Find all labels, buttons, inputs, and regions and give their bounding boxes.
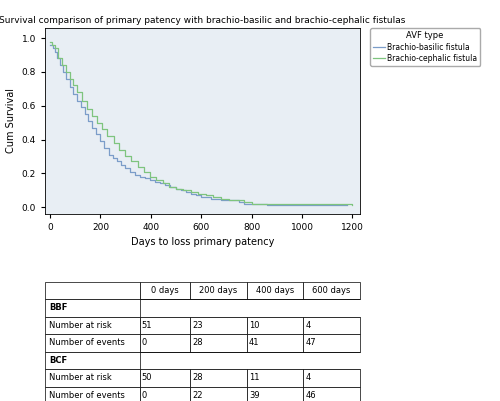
- Brachio-cephalic fistula: [203, 193, 209, 198]
- Brachio-cephalic fistula: [218, 196, 224, 201]
- Brachio-cephalic fistula: [47, 39, 53, 44]
- Brachio-basilic fistula: [97, 139, 103, 144]
- Brachio-basilic fistula: [168, 184, 173, 189]
- Brachio-basilic fistula: [138, 174, 143, 179]
- Brachio-basilic fistula: [66, 85, 72, 89]
- Brachio-basilic fistula: [93, 132, 99, 137]
- Brachio-basilic fistula: [208, 196, 214, 201]
- Brachio-basilic fistula: [142, 176, 148, 181]
- Brachio-cephalic fistula: [172, 186, 178, 191]
- Brachio-cephalic fistula: [195, 191, 201, 196]
- Brachio-cephalic fistula: [59, 63, 65, 68]
- Brachio-cephalic fistula: [141, 169, 147, 174]
- Brachio-cephalic fistula: [248, 201, 254, 206]
- Brachio-cephalic fistula: [350, 203, 356, 208]
- Brachio-cephalic fistula: [80, 98, 86, 103]
- Brachio-basilic fistula: [192, 193, 198, 198]
- Brachio-basilic fistula: [248, 201, 254, 206]
- Brachio-basilic fistula: [122, 166, 128, 171]
- Brachio-cephalic fistula: [122, 154, 128, 159]
- Brachio-basilic fistula: [198, 194, 203, 199]
- Brachio-cephalic fistula: [94, 120, 100, 125]
- Brachio-cephalic fistula: [128, 159, 134, 164]
- Brachio-basilic fistula: [236, 200, 242, 205]
- Brachio-cephalic fistula: [134, 164, 140, 169]
- Brachio-basilic fistula: [74, 98, 80, 103]
- Title: Survival comparison of primary patency with brachio-basilic and brachio-cephalic: Survival comparison of primary patency w…: [0, 16, 406, 24]
- X-axis label: Days to loss primary patency: Days to loss primary patency: [131, 237, 274, 247]
- Brachio-basilic fistula: [118, 162, 124, 167]
- Brachio-basilic fistula: [64, 76, 70, 81]
- Brachio-basilic fistula: [106, 152, 112, 157]
- Brachio-cephalic fistula: [90, 113, 96, 118]
- Brachio-basilic fistula: [78, 105, 84, 110]
- Brachio-cephalic fistula: [166, 184, 172, 189]
- Brachio-cephalic fistula: [180, 188, 186, 192]
- Brachio-cephalic fistula: [234, 198, 239, 203]
- Brachio-basilic fistula: [82, 112, 88, 117]
- Brachio-basilic fistula: [344, 203, 350, 208]
- Brachio-basilic fistula: [228, 198, 234, 203]
- Line: Brachio-cephalic fistula: Brachio-cephalic fistula: [50, 42, 352, 205]
- Brachio-basilic fistula: [148, 178, 154, 182]
- Brachio-basilic fistula: [47, 43, 53, 47]
- Brachio-cephalic fistula: [116, 147, 121, 152]
- Brachio-basilic fistula: [114, 159, 120, 164]
- Brachio-cephalic fistula: [100, 127, 105, 132]
- Brachio-basilic fistula: [70, 91, 76, 96]
- Brachio-basilic fistula: [158, 181, 164, 186]
- Brachio-cephalic fistula: [62, 70, 68, 75]
- Brachio-basilic fistula: [90, 125, 96, 130]
- Brachio-basilic fistula: [54, 56, 60, 61]
- Legend: Brachio-basilic fistula, Brachio-cephalic fistula: Brachio-basilic fistula, Brachio-cephali…: [370, 28, 480, 66]
- Brachio-basilic fistula: [60, 70, 66, 75]
- Brachio-cephalic fistula: [210, 194, 216, 199]
- Brachio-cephalic fistula: [66, 76, 72, 81]
- Line: Brachio-basilic fistula: Brachio-basilic fistula: [50, 45, 348, 205]
- Brachio-cephalic fistula: [160, 181, 166, 186]
- Brachio-basilic fistula: [178, 188, 184, 192]
- Brachio-basilic fistula: [86, 119, 91, 124]
- Brachio-cephalic fistula: [110, 140, 116, 145]
- Brachio-basilic fistula: [127, 169, 133, 174]
- Brachio-cephalic fistula: [70, 83, 76, 88]
- Brachio-cephalic fistula: [84, 107, 90, 111]
- Brachio-cephalic fistula: [226, 198, 232, 203]
- Brachio-basilic fistula: [132, 172, 138, 177]
- Brachio-cephalic fistula: [52, 46, 58, 51]
- Brachio-basilic fistula: [162, 183, 168, 188]
- Brachio-basilic fistula: [334, 203, 340, 208]
- Brachio-basilic fistula: [52, 49, 58, 54]
- Brachio-basilic fistula: [218, 198, 224, 203]
- Brachio-basilic fistula: [182, 190, 188, 194]
- Brachio-cephalic fistula: [104, 134, 110, 139]
- Brachio-basilic fistula: [57, 63, 63, 68]
- Brachio-basilic fistula: [50, 46, 56, 51]
- Y-axis label: Cum Survival: Cum Survival: [6, 89, 16, 154]
- Brachio-basilic fistula: [152, 179, 158, 184]
- Brachio-cephalic fistula: [154, 178, 160, 182]
- Brachio-cephalic fistula: [74, 90, 80, 95]
- Brachio-basilic fistula: [172, 186, 178, 191]
- Brachio-cephalic fistula: [148, 174, 154, 179]
- Brachio-basilic fistula: [264, 203, 270, 208]
- Brachio-cephalic fistula: [49, 43, 55, 47]
- Brachio-basilic fistula: [188, 191, 194, 196]
- Brachio-cephalic fistula: [55, 56, 61, 61]
- Brachio-basilic fistula: [101, 146, 107, 150]
- Brachio-basilic fistula: [240, 201, 246, 206]
- Brachio-cephalic fistula: [188, 190, 194, 194]
- Brachio-basilic fistula: [110, 156, 116, 160]
- Brachio-cephalic fistula: [241, 200, 247, 205]
